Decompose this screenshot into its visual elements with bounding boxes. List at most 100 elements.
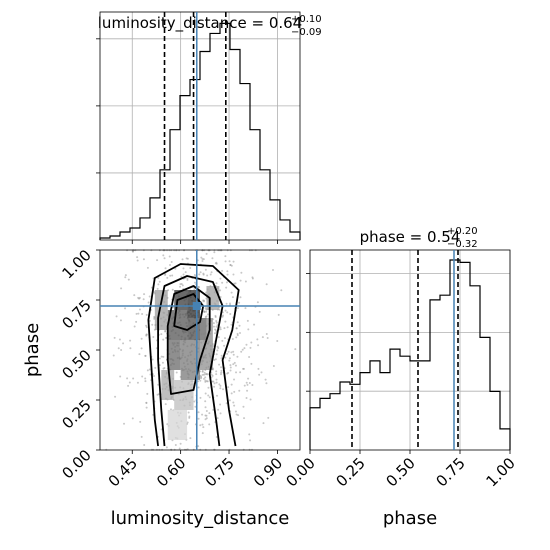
sample-point [207,386,210,389]
luminosity-distance-x-tick-label: 0.75 [202,454,238,490]
sample-point [202,377,205,380]
sample-point [258,310,261,313]
sample-point [248,381,251,384]
sample-point [242,405,245,408]
sample-point [193,288,196,291]
luminosity-distance-upper-error: +0.10 [291,14,322,25]
sample-point [220,366,223,369]
sample-point [246,319,249,322]
sample-point [239,279,242,282]
sample-point [229,366,232,369]
joint-density-panel: 0.45 0.60 0.75 0.90 0.00 0.25 0.50 0.75 1.00 lu… [22,246,301,529]
phase-y-tick-label: 0.75 [58,296,94,332]
sample-point [120,348,123,351]
sample-point [215,370,218,373]
sample-point [261,336,264,339]
sample-point [225,281,228,284]
sample-point [147,301,150,304]
sample-point [140,347,143,350]
sample-point [245,397,248,400]
sample-point [151,323,154,326]
sample-point [158,357,161,360]
sample-point [211,257,214,260]
phase-x-tick-label: 0.50 [382,454,418,490]
sample-point [193,273,196,276]
credible-contour [157,275,224,447]
sample-point [160,355,163,358]
sample-point [124,307,127,310]
sample-point [205,310,208,313]
sample-point [133,325,136,328]
luminosity-distance-histogram-steps [99,22,301,240]
sample-point [236,355,239,358]
sample-point [205,252,208,255]
sample-point [144,354,147,357]
sample-point [225,286,228,289]
luminosity-distance-histogram-frame [99,11,301,241]
sample-point [165,446,168,449]
sample-point [224,320,227,323]
sample-point [117,347,120,350]
sample-point [204,400,207,403]
phase-y-tick-label: 0.00 [58,446,94,482]
sample-point [181,258,184,261]
sample-point [184,271,187,274]
sample-point [250,341,253,344]
sample-point [189,266,192,269]
sample-point [140,337,143,340]
sample-point [168,264,171,267]
sample-point [267,416,270,419]
sample-point [127,278,130,281]
sample-point [219,403,222,406]
sample-point [201,370,204,373]
sample-point [204,380,207,383]
sample-point [212,325,215,328]
sample-point [205,372,208,375]
sample-point [215,373,218,376]
sample-point [129,347,132,350]
sample-point [171,274,174,277]
sample-point [197,286,200,289]
sample-point [215,320,218,323]
sample-point [145,326,148,329]
sample-point [152,375,155,378]
sample-point [144,377,147,380]
sample-point [229,263,232,266]
sample-point [233,404,236,407]
sample-point [216,345,219,348]
sample-point [170,261,173,264]
sample-point [219,277,222,280]
sample-point [126,377,129,380]
sample-point [204,406,207,409]
sample-point [224,260,227,263]
sample-point [219,387,222,390]
sample-point [233,390,236,393]
sample-point [151,358,154,361]
luminosity-distance-x-tick-label: 0.90 [250,454,286,490]
sample-point [280,289,283,292]
sample-point [228,359,231,362]
sample-point [158,280,161,283]
sample-point [238,301,241,304]
sample-point [157,383,160,386]
sample-point [204,376,207,379]
sample-point [226,311,229,314]
sample-point [213,358,216,361]
sample-point [197,411,200,414]
sample-point [143,293,146,296]
sample-point [215,321,218,324]
sample-point [120,287,123,290]
sample-point [127,384,130,387]
sample-point [245,343,248,346]
sample-point [136,256,139,259]
sample-point [219,328,222,331]
phase-x-tick-label: 0.75 [432,454,468,490]
sample-point [201,413,204,416]
sample-point [202,426,205,429]
sample-point [232,350,235,353]
sample-point [215,353,218,356]
sample-point [205,414,208,417]
phase-y-tick-label: 0.25 [58,396,94,432]
sample-point [208,412,211,415]
sample-point [213,251,216,254]
